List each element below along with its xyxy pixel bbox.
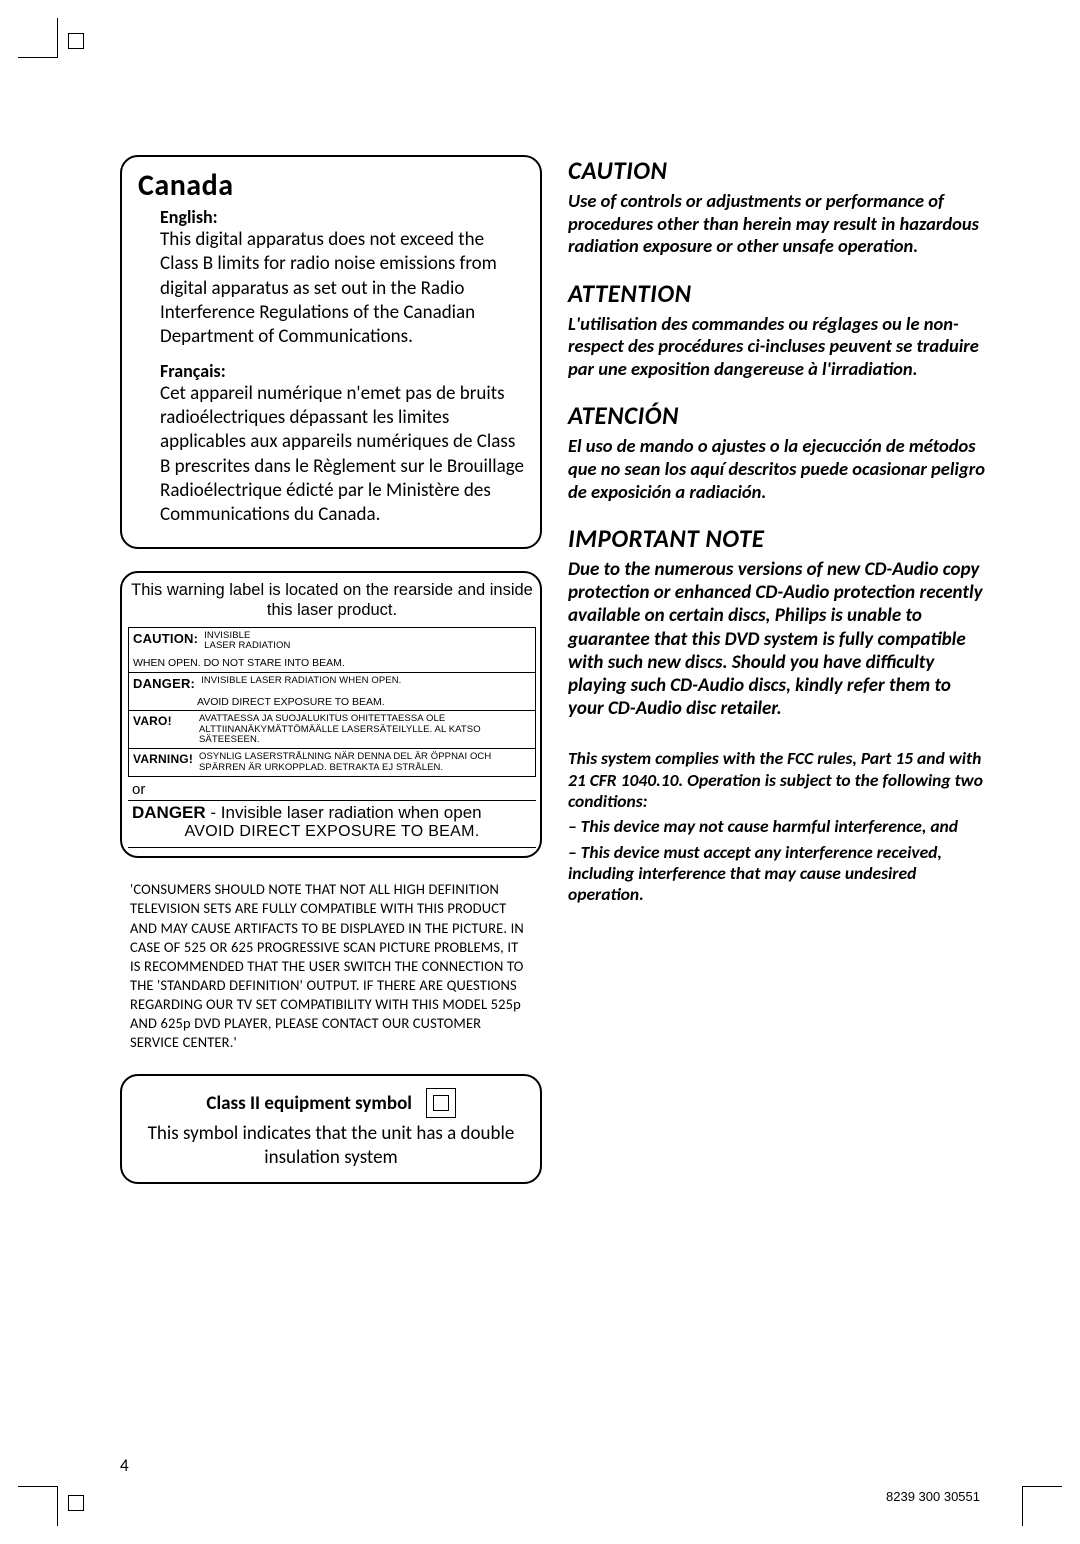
part-number: 8239 300 30551 bbox=[886, 1489, 980, 1504]
consumers-note: 'CONSUMERS SHOULD NOTE THAT NOT ALL HIGH… bbox=[120, 880, 542, 1052]
fcc-intro: This system complies with the FCC rules,… bbox=[568, 748, 990, 812]
attention-heading: ATTENTION bbox=[568, 278, 990, 309]
or-text: or bbox=[128, 777, 536, 800]
laser-warning-box: This warning label is located on the rea… bbox=[120, 571, 542, 858]
warn-row-varning: VARNING! OSYNLIG LASERSTRÅLNING NÄR DENN… bbox=[129, 749, 535, 776]
important-note-heading: IMPORTANT NOTE bbox=[568, 523, 990, 554]
canada-box: Canada English: This digital apparatus d… bbox=[120, 155, 542, 549]
important-note-body: Due to the numerous versions of new CD-A… bbox=[568, 558, 990, 720]
warn-key: VARO! bbox=[129, 711, 197, 731]
atencion-heading: ATENCIÓN bbox=[568, 400, 990, 431]
danger-line: DANGER - Invisible laser radiation when … bbox=[128, 801, 536, 823]
danger-rest: - Invisible laser radiation when open bbox=[206, 803, 482, 822]
page-number: 4 bbox=[120, 1455, 129, 1476]
warn-key: VARNING! bbox=[129, 749, 197, 769]
attention-body: L'utilisation des commandes ou réglages … bbox=[568, 313, 990, 381]
crop-mark-br bbox=[1022, 1486, 1062, 1526]
avoid-line: AVOID DIRECT EXPOSURE TO BEAM. bbox=[128, 823, 536, 848]
caution-body: Use of controls or adjustments or perfor… bbox=[568, 190, 990, 258]
english-label: English: bbox=[160, 206, 524, 228]
warn-val-top: INVISIBLE bbox=[204, 630, 250, 641]
english-body: This digital apparatus does not exceed t… bbox=[160, 228, 524, 350]
atencion-body: El uso de mando o ajustes o la ejecucció… bbox=[568, 435, 990, 503]
fcc-condition-2: – This device must accept any interferen… bbox=[568, 842, 990, 906]
warn-sub: AVOID DIRECT EXPOSURE TO BEAM. bbox=[129, 694, 535, 711]
class2-symbol-icon bbox=[426, 1088, 456, 1118]
left-column: Canada English: This digital apparatus d… bbox=[120, 155, 542, 1184]
registration-box-bottom bbox=[68, 1495, 84, 1511]
crop-mark-bl bbox=[18, 1486, 58, 1526]
francais-label: Français: bbox=[160, 360, 524, 382]
warn-row-danger: DANGER: INVISIBLE LASER RADIATION WHEN O… bbox=[129, 673, 535, 712]
warn-key: DANGER: bbox=[129, 673, 199, 694]
page-content: Canada English: This digital apparatus d… bbox=[120, 155, 990, 1184]
francais-body: Cet appareil numérique n'emet pas de bru… bbox=[160, 382, 524, 528]
class2-body: This symbol indicates that the unit has … bbox=[136, 1122, 526, 1170]
warn-val: INVISIBLE LASER RADIATION WHEN OPEN. bbox=[199, 673, 403, 694]
warn-row-varo: VARO! AVATTAESSA JA SUOJALUKITUS OHITETT… bbox=[129, 711, 535, 749]
warn-key: CAUTION: bbox=[129, 628, 202, 655]
warn-row-caution: CAUTION: INVISIBLE LASER RADIATION WHEN … bbox=[129, 628, 535, 672]
warn-sub: WHEN OPEN. DO NOT STARE INTO BEAM. bbox=[129, 655, 535, 672]
warn-val: AVATTAESSA JA SUOJALUKITUS OHITETTAESSA … bbox=[197, 711, 535, 748]
warn-val: INVISIBLE LASER RADIATION bbox=[202, 628, 292, 655]
crop-mark-tl bbox=[18, 18, 58, 58]
warn-val: OSYNLIG LASERSTRÅLNING NÄR DENNA DEL ÄR … bbox=[197, 749, 535, 776]
danger-bold: DANGER bbox=[132, 803, 206, 822]
warn-val-mid: LASER RADIATION bbox=[204, 640, 290, 651]
right-column: CAUTION Use of controls or adjustments o… bbox=[568, 155, 990, 1184]
laser-warning-intro: This warning label is located on the rea… bbox=[128, 581, 536, 621]
registration-box-top bbox=[68, 33, 84, 49]
fcc-condition-1: – This device may not cause harmful inte… bbox=[568, 816, 990, 837]
class2-title: Class II equipment symbol bbox=[206, 1092, 412, 1115]
canada-title: Canada bbox=[138, 167, 524, 204]
caution-heading: CAUTION bbox=[568, 155, 990, 186]
laser-warning-table: CAUTION: INVISIBLE LASER RADIATION WHEN … bbox=[128, 627, 536, 777]
class2-box: Class II equipment symbol This symbol in… bbox=[120, 1074, 542, 1184]
